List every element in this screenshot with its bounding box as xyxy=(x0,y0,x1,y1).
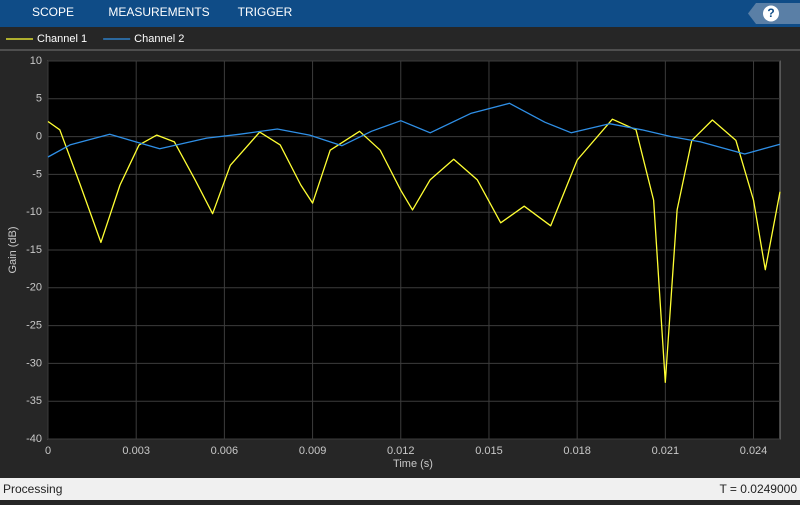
x-tick-label: 0 xyxy=(45,445,51,457)
y-tick-label: 0 xyxy=(36,131,42,143)
tab[interactable]: TRIGGER xyxy=(238,5,293,19)
y-tick-label: 10 xyxy=(30,55,42,67)
y-tick-label: -30 xyxy=(26,357,42,369)
x-tick-label: 0.021 xyxy=(652,445,680,457)
y-tick-label: -15 xyxy=(26,244,42,256)
tab[interactable]: MEASUREMENTS xyxy=(108,5,209,19)
y-tick-label: -10 xyxy=(26,206,42,218)
x-tick-label: 0.024 xyxy=(740,445,768,457)
x-tick-label: 0.012 xyxy=(387,445,415,457)
x-tick-label: 0.009 xyxy=(299,445,327,457)
help-icon[interactable] xyxy=(763,5,779,22)
x-axis-label: Time (s) xyxy=(393,458,433,470)
legend-label: Channel 2 xyxy=(134,33,184,45)
x-tick-label: 0.003 xyxy=(122,445,150,457)
y-tick-label: 5 xyxy=(36,93,42,105)
toolbar xyxy=(0,0,800,27)
legend-bar xyxy=(0,27,800,50)
x-tick-label: 0.006 xyxy=(211,445,239,457)
status-left: Processing xyxy=(3,482,62,496)
y-tick-label: -25 xyxy=(26,320,42,332)
legend-label: Channel 1 xyxy=(37,33,87,45)
series-line xyxy=(47,118,781,383)
tab[interactable]: SCOPE xyxy=(32,5,74,19)
series-line xyxy=(47,102,781,158)
help-icon-text[interactable]: ? xyxy=(767,6,774,20)
y-tick-label: -40 xyxy=(26,433,42,445)
status-bar xyxy=(0,478,800,500)
x-tick-label: 0.015 xyxy=(475,445,503,457)
status-right: T = 0.0249000 xyxy=(719,482,797,496)
y-tick-label: -35 xyxy=(26,395,42,407)
y-tick-label: -20 xyxy=(26,282,42,294)
y-axis-label: Gain (dB) xyxy=(7,226,19,273)
y-tick-label: -5 xyxy=(32,168,42,180)
x-tick-label: 0.018 xyxy=(563,445,591,457)
